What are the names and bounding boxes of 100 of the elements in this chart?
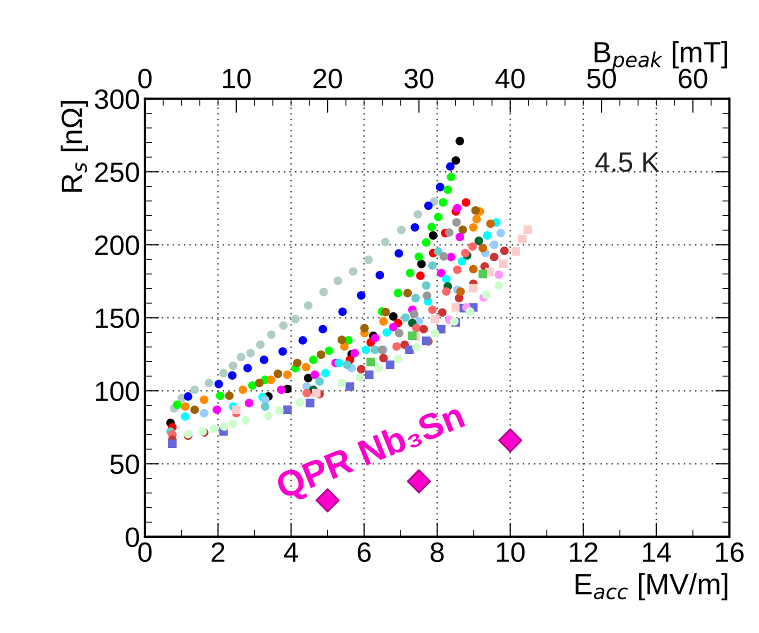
point	[260, 402, 270, 411]
x-tick-label: 16	[716, 542, 744, 562]
point	[446, 172, 456, 182]
point	[264, 411, 273, 420]
point	[469, 264, 478, 274]
point	[340, 342, 349, 351]
point	[386, 360, 394, 370]
point	[243, 364, 252, 372]
point	[366, 358, 375, 366]
point	[190, 405, 199, 414]
point	[414, 252, 424, 262]
point	[419, 324, 428, 334]
point	[274, 370, 282, 378]
point	[200, 396, 208, 404]
point	[374, 364, 384, 372]
point	[468, 242, 477, 251]
point	[200, 408, 208, 418]
point	[456, 287, 465, 296]
point	[342, 360, 352, 370]
point	[376, 270, 384, 280]
point	[214, 380, 224, 388]
x-tick-label: 12	[570, 542, 598, 562]
point	[394, 288, 402, 298]
point	[362, 345, 370, 354]
point	[316, 350, 326, 359]
point	[411, 294, 420, 302]
y-axis-title: R$_{s}$ [nΩ]	[60, 101, 88, 192]
point	[238, 385, 248, 394]
x-tick-label: 4	[284, 542, 298, 562]
point	[422, 238, 431, 247]
point	[412, 342, 421, 352]
point	[168, 439, 177, 448]
point	[279, 321, 288, 330]
point	[306, 398, 314, 408]
point	[364, 370, 374, 379]
point	[452, 218, 461, 227]
point	[267, 330, 276, 339]
point	[242, 416, 250, 425]
point	[430, 314, 440, 324]
y-tick-label: 200	[95, 235, 140, 256]
x2-tick-label: 30	[404, 68, 434, 88]
point	[452, 303, 460, 312]
point	[416, 271, 425, 280]
point	[355, 373, 364, 382]
point	[498, 428, 522, 452]
point	[427, 222, 436, 232]
point	[469, 284, 478, 292]
point	[381, 308, 390, 316]
point	[216, 391, 224, 400]
point	[394, 249, 404, 258]
point	[436, 324, 446, 334]
point	[356, 364, 366, 374]
point	[232, 405, 241, 414]
point	[212, 405, 222, 414]
point	[523, 225, 532, 234]
point	[434, 247, 443, 256]
point	[462, 198, 470, 207]
point	[304, 374, 313, 382]
point	[266, 376, 276, 384]
point	[494, 281, 504, 290]
point	[394, 354, 402, 364]
point	[442, 287, 451, 296]
point	[346, 382, 354, 391]
point	[478, 244, 488, 252]
point	[439, 252, 448, 261]
annotation: QPR Nb₃Sn	[274, 401, 468, 506]
point	[309, 356, 318, 364]
point	[410, 223, 420, 232]
x2-tick-label: 10	[222, 68, 251, 88]
x2-tick-label: 0	[138, 68, 152, 88]
point	[184, 392, 192, 401]
point	[424, 201, 433, 210]
point	[389, 322, 398, 332]
point	[452, 156, 460, 165]
point	[478, 270, 488, 278]
point	[304, 301, 313, 310]
point	[291, 314, 300, 324]
point	[283, 405, 292, 414]
point	[360, 324, 369, 332]
point	[397, 226, 406, 234]
point	[482, 231, 492, 240]
point	[436, 182, 444, 192]
point	[456, 232, 464, 242]
point	[228, 362, 238, 370]
point	[302, 362, 310, 372]
point	[410, 310, 418, 318]
point	[256, 340, 265, 350]
point	[482, 290, 490, 299]
point	[496, 228, 506, 238]
point	[310, 370, 320, 379]
point	[394, 328, 404, 338]
point	[499, 259, 508, 268]
point	[443, 185, 452, 194]
point	[172, 400, 182, 410]
y-tick-label: 250	[95, 162, 140, 182]
point	[490, 240, 498, 250]
point	[370, 334, 380, 342]
y-tick-label: 300	[94, 89, 140, 110]
point	[428, 231, 438, 240]
point	[466, 307, 474, 316]
